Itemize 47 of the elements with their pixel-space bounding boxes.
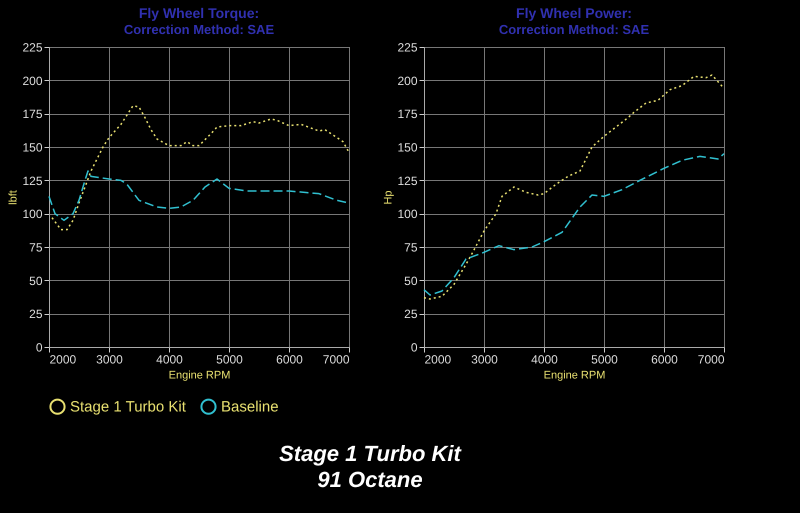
y-axis-title: Hp	[382, 190, 394, 205]
y-tick-label: 75	[404, 240, 418, 254]
x-tick-label: 6000	[651, 352, 678, 366]
y-tick-label: 200	[397, 74, 418, 88]
chart-subtitle: Correction Method: SAE	[498, 22, 650, 37]
y-tick-label: 0	[410, 340, 418, 354]
y-tick-label: 25	[29, 307, 43, 322]
x-tick-label: 6000	[276, 352, 304, 366]
y-tick-label: 50	[404, 274, 418, 288]
y-tick-label: 125	[397, 174, 418, 188]
y-tick-label: 100	[397, 207, 418, 222]
x-axis-title: Engine RPM	[168, 370, 230, 382]
y-tick-label: 100	[22, 207, 43, 222]
y-tick-label: 0	[36, 340, 43, 354]
y-tick-label: 200	[22, 74, 43, 88]
x-axis-title: Engine RPM	[544, 370, 606, 382]
x-tick-label: 4000	[531, 352, 558, 366]
x-tick-label: 4000	[156, 352, 184, 366]
x-tick-label: 5000	[591, 352, 618, 366]
y-tick-label: 25	[404, 307, 418, 322]
text: Stage 1 Turbo Kit	[278, 441, 462, 467]
chart-title: Fly Wheel Power:	[516, 5, 632, 21]
x-tick-label: 3000	[96, 352, 124, 366]
y-tick-label: 50	[29, 274, 43, 288]
x-tick-label: 3000	[471, 352, 498, 366]
y-axis-title: lbft	[7, 190, 20, 205]
y-tick-label: 175	[397, 107, 418, 122]
legend-label: Baseline	[221, 398, 279, 416]
y-tick-label: 150	[397, 140, 418, 154]
x-tick-label: 2000	[424, 352, 452, 366]
y-tick-label: 150	[22, 140, 43, 154]
y-tick-label: 225	[22, 40, 43, 54]
line-series	[51, 104, 350, 230]
x-tick-label: 5000	[216, 352, 244, 366]
legend-label: Stage 1 Turbo Kit	[70, 398, 187, 416]
x-tick-label: 2000	[50, 352, 77, 366]
line-series	[423, 152, 725, 296]
chart-title: Fly Wheel Torque:	[138, 5, 260, 21]
y-tick-label: 125	[22, 174, 43, 188]
text: 91 Octane	[316, 467, 424, 493]
chart-subtitle: Correction Method: SAE	[124, 22, 274, 37]
x-tick-label: 7000	[322, 352, 350, 366]
x-tick-label: 7000	[698, 352, 725, 366]
y-tick-label: 225	[397, 40, 418, 54]
y-tick-label: 75	[29, 240, 43, 254]
y-tick-label: 175	[22, 107, 43, 122]
line-series	[423, 74, 725, 300]
